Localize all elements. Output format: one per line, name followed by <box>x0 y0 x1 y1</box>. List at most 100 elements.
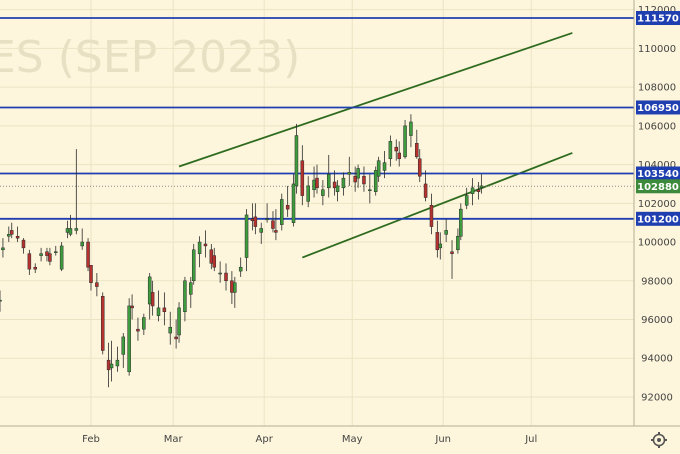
candle <box>115 346 120 372</box>
candle <box>373 166 378 196</box>
candle <box>183 276 187 322</box>
candle-body <box>271 220 275 229</box>
candle-body <box>479 185 484 189</box>
candle-body <box>142 317 146 330</box>
candle-body <box>435 232 440 251</box>
candle-body <box>356 168 360 179</box>
price-axis[interactable]: 112000 110000 108000 106000 104000 102000 1000… <box>638 5 676 403</box>
candle <box>464 187 469 210</box>
candle-body <box>147 276 152 305</box>
candle-body <box>86 241 90 268</box>
time-axis[interactable]: Feb Mar Apr May Jun Jul <box>82 434 537 445</box>
trendline <box>178 32 573 168</box>
y-tick-label: 106000 <box>638 121 676 132</box>
candle-body <box>265 218 269 221</box>
candle-body <box>438 243 443 249</box>
candle <box>197 236 202 268</box>
candle <box>291 174 296 227</box>
last-price-label: 102880 <box>637 182 679 193</box>
candle <box>271 211 275 233</box>
candle-body <box>68 228 73 235</box>
candle-body <box>394 146 398 152</box>
candle-body <box>89 265 93 283</box>
candle-body <box>203 243 208 247</box>
candle <box>438 232 443 260</box>
candle <box>168 311 172 345</box>
candle-body <box>285 205 290 210</box>
candle <box>121 333 126 368</box>
candle <box>285 185 290 217</box>
y-tick-label: 94000 <box>641 354 673 365</box>
candle <box>0 290 2 312</box>
candle <box>150 280 155 316</box>
candle-body <box>109 363 114 369</box>
candle <box>306 176 310 208</box>
candle-body <box>353 175 357 183</box>
y-tick-label: 96000 <box>641 315 673 326</box>
candle-body <box>100 296 105 351</box>
candle-body <box>403 125 407 158</box>
candle-body <box>197 241 202 254</box>
price-level-badge <box>636 100 680 115</box>
candle <box>376 156 381 183</box>
candle <box>142 313 146 335</box>
candle-body <box>294 135 299 187</box>
candle-body <box>450 251 454 254</box>
candle-body <box>312 179 316 191</box>
candle-body <box>121 336 126 355</box>
y-tick-label: 112000 <box>638 5 676 16</box>
y-tick-label: 110000 <box>638 44 676 55</box>
candle <box>429 193 434 235</box>
candle <box>332 170 337 196</box>
candle <box>300 145 305 206</box>
candle-body <box>417 158 422 177</box>
candle <box>233 276 237 308</box>
candle-body <box>136 328 140 332</box>
candle <box>382 151 387 179</box>
settings-icon[interactable] <box>651 432 667 448</box>
candle-body <box>15 235 20 239</box>
candle-body <box>315 177 319 189</box>
price-level-label: 101200 <box>637 214 679 225</box>
candle <box>203 230 208 258</box>
candle-body <box>259 228 263 233</box>
candle-body <box>233 282 237 293</box>
candle-body <box>341 177 346 189</box>
candle <box>156 290 161 322</box>
candle-body <box>115 359 120 367</box>
candle <box>417 149 422 183</box>
candle <box>253 203 258 235</box>
candle-body <box>409 121 413 136</box>
candle <box>80 228 84 250</box>
candle-body <box>300 160 305 196</box>
candle <box>136 317 140 341</box>
candle-body <box>48 253 52 262</box>
candle <box>7 226 11 243</box>
candle <box>244 209 249 272</box>
candle-body <box>253 216 258 227</box>
candle <box>321 180 325 206</box>
candle-body <box>332 181 337 189</box>
candle <box>280 193 284 231</box>
last-price-badge <box>636 179 680 194</box>
price-level-label: 111570 <box>637 14 679 25</box>
candle-body <box>224 272 228 282</box>
x-tick-label: Mar <box>164 434 184 445</box>
candle <box>189 276 193 308</box>
candle-body <box>106 359 111 371</box>
candle-body <box>21 239 26 249</box>
candle <box>394 139 398 161</box>
y-tick-label: 98000 <box>641 276 673 287</box>
candle <box>362 166 366 192</box>
price-level-badge <box>636 11 680 26</box>
candle-body <box>321 189 325 196</box>
candle <box>353 166 357 192</box>
candle-body <box>33 266 37 270</box>
x-tick-label: Apr <box>256 434 274 445</box>
candle-body <box>74 228 79 231</box>
y-tick-label: 108000 <box>638 83 676 94</box>
candle-body <box>376 160 381 177</box>
candle-body <box>212 255 217 268</box>
